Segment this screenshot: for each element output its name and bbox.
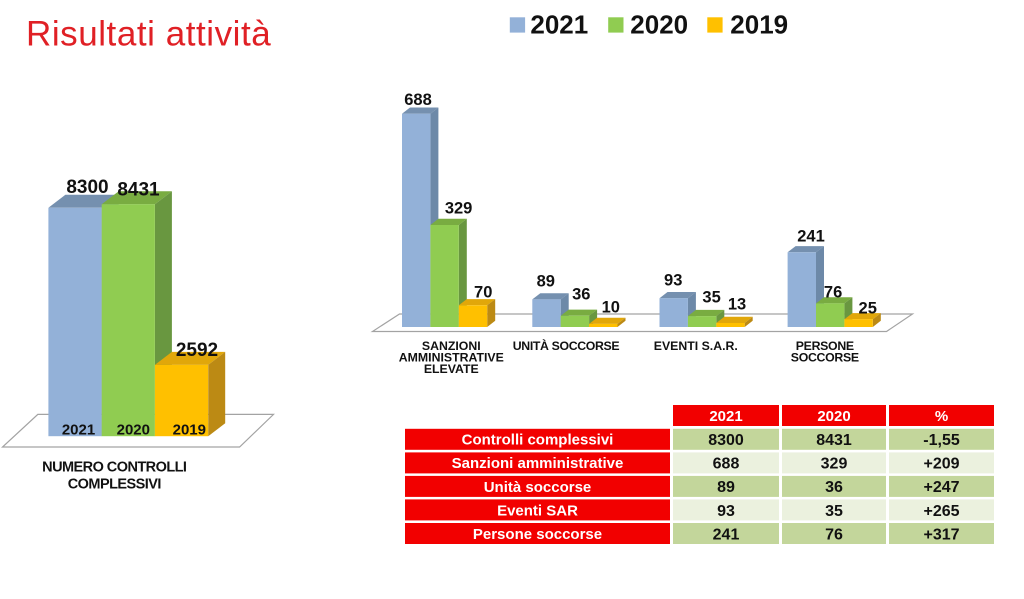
svg-text:+247: +247 bbox=[923, 479, 959, 496]
svg-text:UNITÀ SOCCORSE: UNITÀ SOCCORSE bbox=[513, 338, 620, 353]
svg-text:2020: 2020 bbox=[630, 9, 688, 39]
svg-text:2020: 2020 bbox=[817, 408, 850, 425]
svg-text:+317: +317 bbox=[923, 526, 959, 543]
svg-text:35: 35 bbox=[702, 289, 720, 307]
svg-text:25: 25 bbox=[859, 300, 877, 318]
svg-text:Unità soccorse: Unità soccorse bbox=[484, 479, 592, 496]
svg-text:AMMINISTRATIVE: AMMINISTRATIVE bbox=[399, 351, 504, 365]
svg-text:SOCCORSE: SOCCORSE bbox=[791, 351, 859, 365]
svg-text:329: 329 bbox=[821, 456, 848, 473]
svg-text:241: 241 bbox=[713, 526, 740, 543]
svg-text:Controlli complessivi: Controlli complessivi bbox=[462, 432, 614, 449]
svg-text:93: 93 bbox=[717, 503, 735, 520]
svg-text:8431: 8431 bbox=[816, 432, 852, 449]
svg-text:76: 76 bbox=[825, 526, 843, 543]
svg-text:EVENTI S.A.R.: EVENTI S.A.R. bbox=[654, 339, 738, 353]
svg-text:76: 76 bbox=[824, 284, 842, 302]
svg-text:+209: +209 bbox=[923, 456, 959, 473]
svg-text:36: 36 bbox=[825, 479, 843, 496]
svg-text:+265: +265 bbox=[923, 503, 959, 520]
svg-text:35: 35 bbox=[825, 503, 843, 520]
svg-text:89: 89 bbox=[537, 272, 555, 290]
svg-text:2021: 2021 bbox=[530, 9, 588, 39]
svg-text:688: 688 bbox=[404, 91, 432, 109]
svg-text:2019: 2019 bbox=[730, 9, 788, 39]
svg-text:688: 688 bbox=[713, 456, 740, 473]
svg-text:NUMERO CONTROLLI: NUMERO CONTROLLI bbox=[42, 460, 187, 476]
svg-text:ELEVATE: ELEVATE bbox=[424, 362, 479, 376]
svg-text:329: 329 bbox=[445, 199, 473, 217]
svg-text:8300: 8300 bbox=[66, 177, 108, 198]
svg-text:13: 13 bbox=[728, 296, 746, 314]
svg-text:%: % bbox=[935, 408, 948, 425]
svg-text:70: 70 bbox=[474, 283, 492, 301]
svg-text:Eventi SAR: Eventi SAR bbox=[497, 502, 578, 519]
svg-text:10: 10 bbox=[602, 299, 620, 317]
svg-text:8300: 8300 bbox=[708, 432, 744, 449]
svg-text:Risultati attività: Risultati attività bbox=[26, 14, 271, 53]
svg-text:SANZIONI: SANZIONI bbox=[422, 339, 481, 353]
svg-text:2019: 2019 bbox=[173, 422, 206, 439]
svg-text:2592: 2592 bbox=[176, 340, 218, 361]
svg-text:2021: 2021 bbox=[62, 422, 95, 439]
svg-text:Sanzioni amministrative: Sanzioni amministrative bbox=[452, 455, 624, 472]
svg-text:89: 89 bbox=[717, 479, 735, 496]
svg-text:8431: 8431 bbox=[117, 179, 160, 200]
svg-text:COMPLESSIVI: COMPLESSIVI bbox=[68, 477, 162, 493]
svg-text:241: 241 bbox=[797, 228, 825, 246]
svg-text:36: 36 bbox=[572, 286, 590, 304]
svg-text:PERSONE: PERSONE bbox=[796, 339, 854, 353]
svg-text:93: 93 bbox=[664, 271, 682, 289]
svg-text:-1,55: -1,55 bbox=[923, 432, 960, 449]
svg-text:Persone soccorse: Persone soccorse bbox=[473, 526, 602, 543]
svg-text:2020: 2020 bbox=[117, 422, 150, 439]
svg-text:2021: 2021 bbox=[709, 408, 742, 425]
